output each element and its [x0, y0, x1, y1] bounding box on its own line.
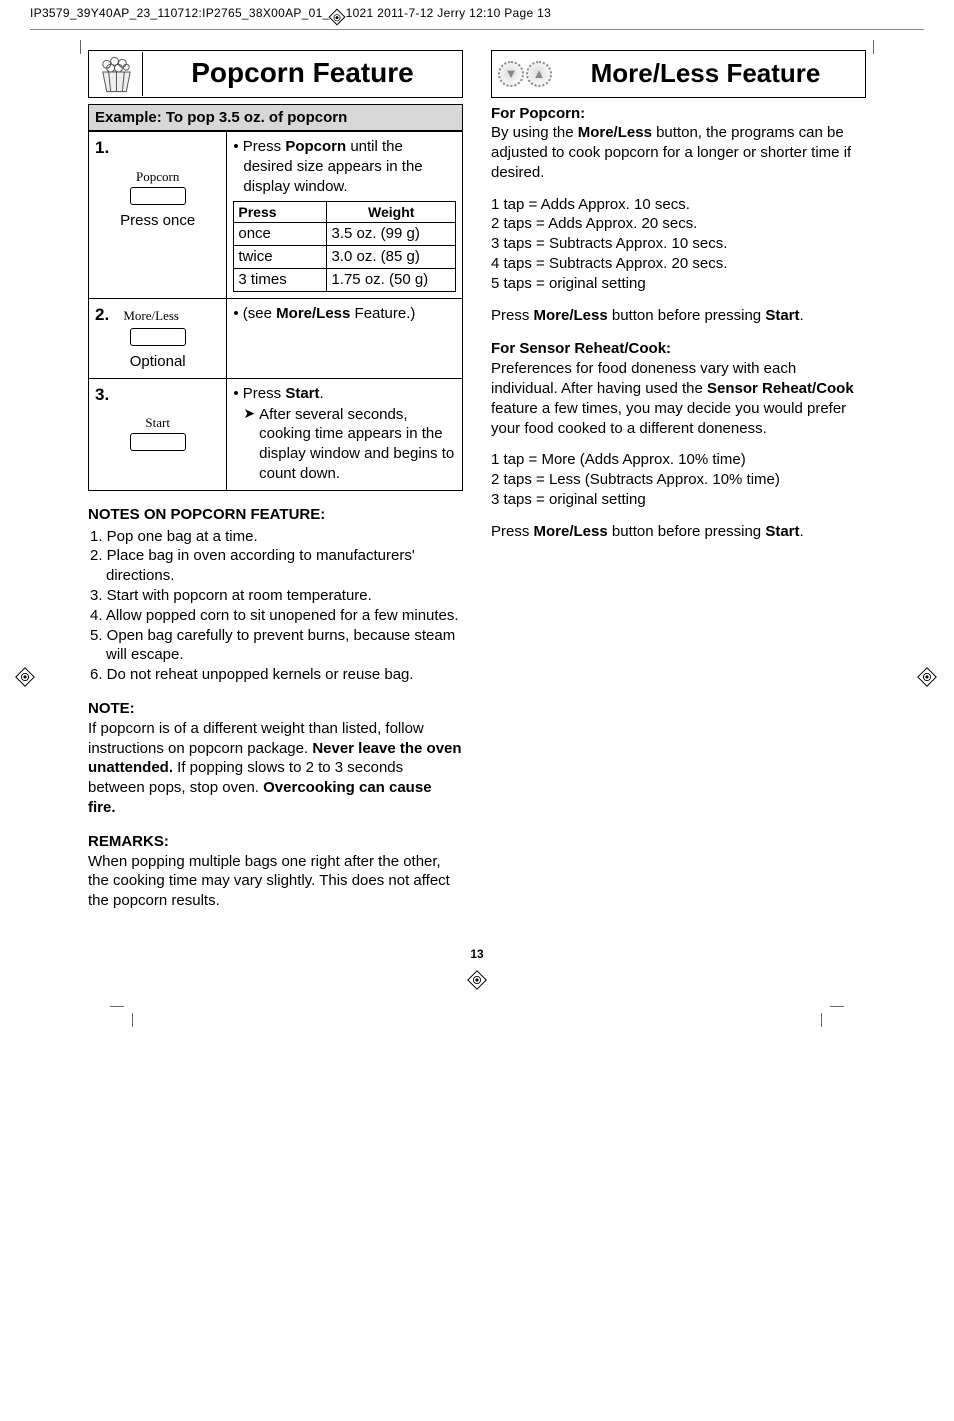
list-item: 2. Place bag in oven according to manufa… [106, 546, 463, 586]
print-header-suffix: 12:10 Page 13 [469, 6, 551, 20]
table-row: 2. More/Less Optional • (see More/Less F… [89, 298, 463, 378]
weight-col-weight: Weight [327, 201, 456, 222]
list-item: 4. Allow popped corn to sit unopened for… [106, 606, 463, 626]
table-row: 3. Start • Press Start. ➤ After several … [89, 378, 463, 490]
note-body: If popcorn is of a different weight than… [88, 719, 463, 818]
list-item: 1 tap = More (Adds Approx. 10% time) [491, 450, 866, 470]
table-row: twice 3.0 oz. (85 g) [234, 245, 456, 268]
weight-table: Press Weight once 3.5 oz. (99 g) twice 3… [233, 201, 456, 292]
popcorn-feature-header: Popcorn Feature [88, 50, 463, 98]
example-header: Example: To pop 3.5 oz. of popcorn [88, 104, 463, 132]
step2-desc: • (see More/Less Feature.) [233, 304, 456, 324]
instruction-table: 1. Popcorn Press once • Press Popcorn un… [88, 131, 463, 490]
arrow-icon: ➤ [243, 405, 255, 484]
moreless-feature-header: ▼ ▲ More/Less Feature [491, 50, 866, 98]
popcorn-icon [95, 52, 143, 96]
taps-list-1: 1 tap = Adds Approx. 10 secs. 2 taps = A… [491, 195, 866, 294]
registration-mark-right [920, 670, 936, 686]
right-column: ▼ ▲ More/Less Feature For Popcorn: By us… [491, 50, 866, 911]
optional-caption: Optional [95, 352, 220, 372]
remarks-body: When popping multiple bags one right aft… [88, 852, 463, 911]
crop-mark [873, 40, 874, 54]
page-content: Popcorn Feature Example: To pop 3.5 oz. … [40, 30, 914, 921]
button-icon [130, 328, 186, 346]
step-number: 3. [95, 385, 109, 404]
weight-col-press: Press [234, 201, 327, 222]
step1-desc: • Press Popcorn until the desired size a… [233, 137, 456, 196]
list-item: 3. Start with popcorn at room temperatur… [106, 586, 463, 606]
more-icon: ▲ [526, 61, 552, 87]
taps-list-2: 1 tap = More (Adds Approx. 10% time) 2 t… [491, 450, 866, 509]
less-icon: ▼ [498, 61, 524, 87]
crop-mark [80, 40, 81, 54]
list-item: 4 taps = Subtracts Approx. 20 secs. [491, 254, 866, 274]
crop-marks-bottom [40, 995, 914, 1035]
moreless-button-label: More/Less [123, 307, 179, 324]
list-item: 1. Pop one bag at a time. [106, 527, 463, 547]
step3-desc: • Press Start. [233, 384, 456, 404]
press-line-1: Press More/Less button before pressing S… [491, 306, 866, 326]
print-header-prefix: IP3579_39Y40AP_23_110712:IP2765_38X00AP_… [30, 6, 330, 20]
for-sensor-heading: For Sensor Reheat/Cook: [491, 339, 866, 359]
press-line-2: Press More/Less button before pressing S… [491, 522, 866, 542]
popcorn-button-label: Popcorn [95, 168, 220, 185]
for-popcorn-heading: For Popcorn: [491, 104, 866, 124]
list-item: 5 taps = original setting [491, 274, 866, 294]
table-row: 1. Popcorn Press once • Press Popcorn un… [89, 132, 463, 298]
print-header-mid: 1021 2011-7-12 Jerry [346, 6, 469, 20]
press-once-caption: Press once [95, 211, 220, 231]
remarks-heading: REMARKS: [88, 832, 463, 852]
list-item: 3 taps = original setting [491, 490, 866, 510]
moreless-icons: ▼ ▲ [498, 61, 552, 87]
table-row: 3 times 1.75 oz. (50 g) [234, 268, 456, 291]
list-item: 6. Do not reheat unpopped kernels or reu… [106, 665, 463, 685]
moreless-feature-title: More/Less Feature [552, 56, 859, 90]
start-button-label: Start [95, 414, 220, 431]
registration-mark-left [18, 670, 34, 686]
registration-mark-bottom [40, 973, 914, 987]
popcorn-feature-title: Popcorn Feature [149, 55, 456, 92]
page-number: 13 [40, 947, 914, 961]
note-heading: NOTE: [88, 699, 463, 719]
step3-sub: ➤ After several seconds, cooking time ap… [233, 405, 456, 484]
list-item: 2 taps = Adds Approx. 20 secs. [491, 214, 866, 234]
print-job-header: IP3579_39Y40AP_23_110712:IP2765_38X00AP_… [0, 0, 954, 25]
registration-mark-header [331, 11, 345, 25]
step-number: 2. [95, 305, 109, 324]
list-item: 3 taps = Subtracts Approx. 10 secs. [491, 234, 866, 254]
notes-heading: NOTES ON POPCORN FEATURE: [88, 505, 463, 525]
button-icon [130, 187, 186, 205]
step-number: 1. [95, 138, 109, 157]
notes-list: 1. Pop one bag at a time. 2. Place bag i… [88, 527, 463, 685]
list-item: 1 tap = Adds Approx. 10 secs. [491, 195, 866, 215]
popcorn-intro: By using the More/Less button, the progr… [491, 123, 866, 182]
sensor-body: Preferences for food doneness vary with … [491, 359, 866, 438]
button-icon [130, 433, 186, 451]
list-item: 5. Open bag carefully to prevent burns, … [106, 626, 463, 666]
left-column: Popcorn Feature Example: To pop 3.5 oz. … [88, 50, 463, 911]
table-row: once 3.5 oz. (99 g) [234, 223, 456, 246]
list-item: 2 taps = Less (Subtracts Approx. 10% tim… [491, 470, 866, 490]
